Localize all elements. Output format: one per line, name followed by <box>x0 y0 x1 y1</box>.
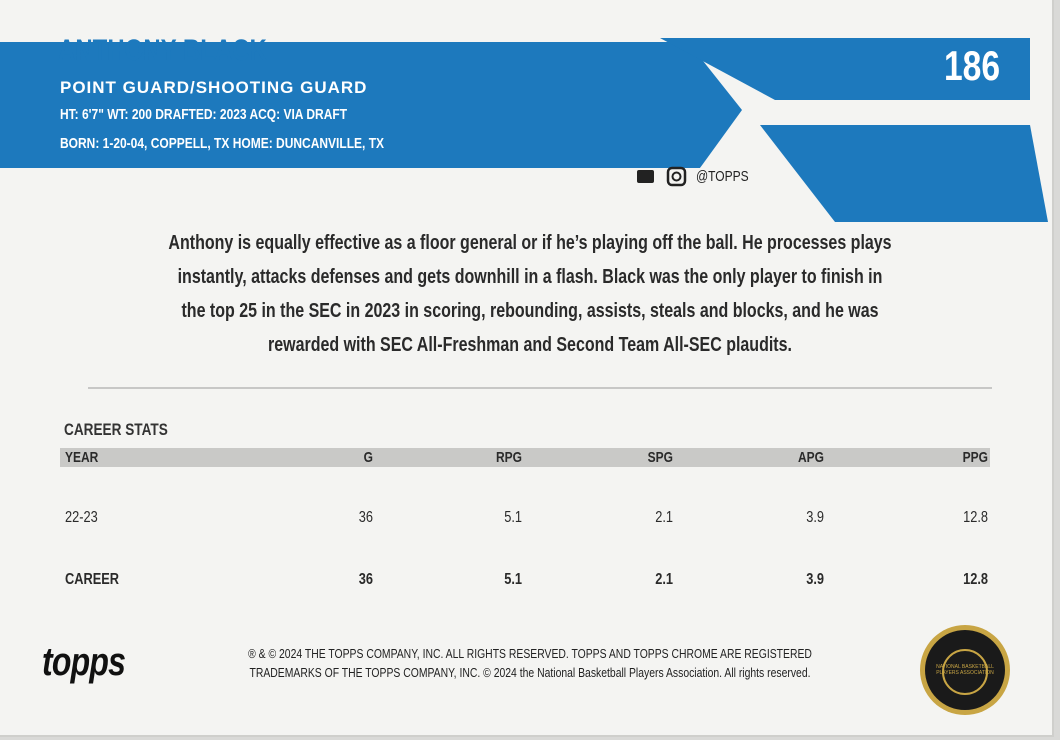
card-number: 186 <box>944 42 1001 89</box>
player-name: ANTHONY BLACK <box>58 34 267 67</box>
bio-line: instantly, attacks defenses and gets dow… <box>177 266 883 288</box>
position: POINT GUARD/SHOOTING GUARD <box>60 78 368 97</box>
table-cell: 2.1 <box>655 509 673 526</box>
stats-title: CAREER STATS <box>64 420 168 439</box>
table-header: RPG <box>495 449 522 466</box>
table-header: YEAR <box>65 449 99 466</box>
legal-line: TRADEMARKS OF THE TOPPS COMPANY, INC. © … <box>249 665 811 680</box>
brand-logo: topps <box>42 640 126 684</box>
table-header: G <box>363 449 373 466</box>
bio-line: rewarded with SEC All-Freshman and Secon… <box>268 334 792 356</box>
table-header: PPG <box>962 449 988 466</box>
table-cell: 3.9 <box>806 571 824 588</box>
table-header: SPG <box>647 449 673 466</box>
table-cell: 22-23 <box>65 509 98 526</box>
info-line: BORN: 1-20-04, COPPELL, TX HOME: DUNCANV… <box>60 135 385 152</box>
seal-text: NATIONAL BASKETBALL PLAYERS ASSOCIATION <box>936 664 994 676</box>
table-cell: 2.1 <box>655 571 673 588</box>
table-cell: 36 <box>358 509 373 526</box>
table-cell: 3.9 <box>806 509 824 526</box>
social-handle: @TOPPS <box>696 168 749 185</box>
table-header: APG <box>797 449 824 466</box>
table-cell: 5.1 <box>504 571 522 588</box>
legal-line: ® & © 2024 THE TOPPS COMPANY, INC. ALL R… <box>248 646 812 661</box>
table-cell: 5.1 <box>504 509 522 526</box>
table-cell: CAREER <box>65 571 120 588</box>
info-line: HT: 6'7" WT: 200 DRAFTED: 2023 ACQ: VIA … <box>60 106 348 123</box>
bio-line: Anthony is equally effective as a floor … <box>168 232 892 254</box>
table-cell: 36 <box>358 571 373 588</box>
table-cell: 12.8 <box>963 509 988 526</box>
table-cell: 12.8 <box>963 571 988 588</box>
bio-line: the top 25 in the SEC in 2023 in scoring… <box>181 300 879 322</box>
